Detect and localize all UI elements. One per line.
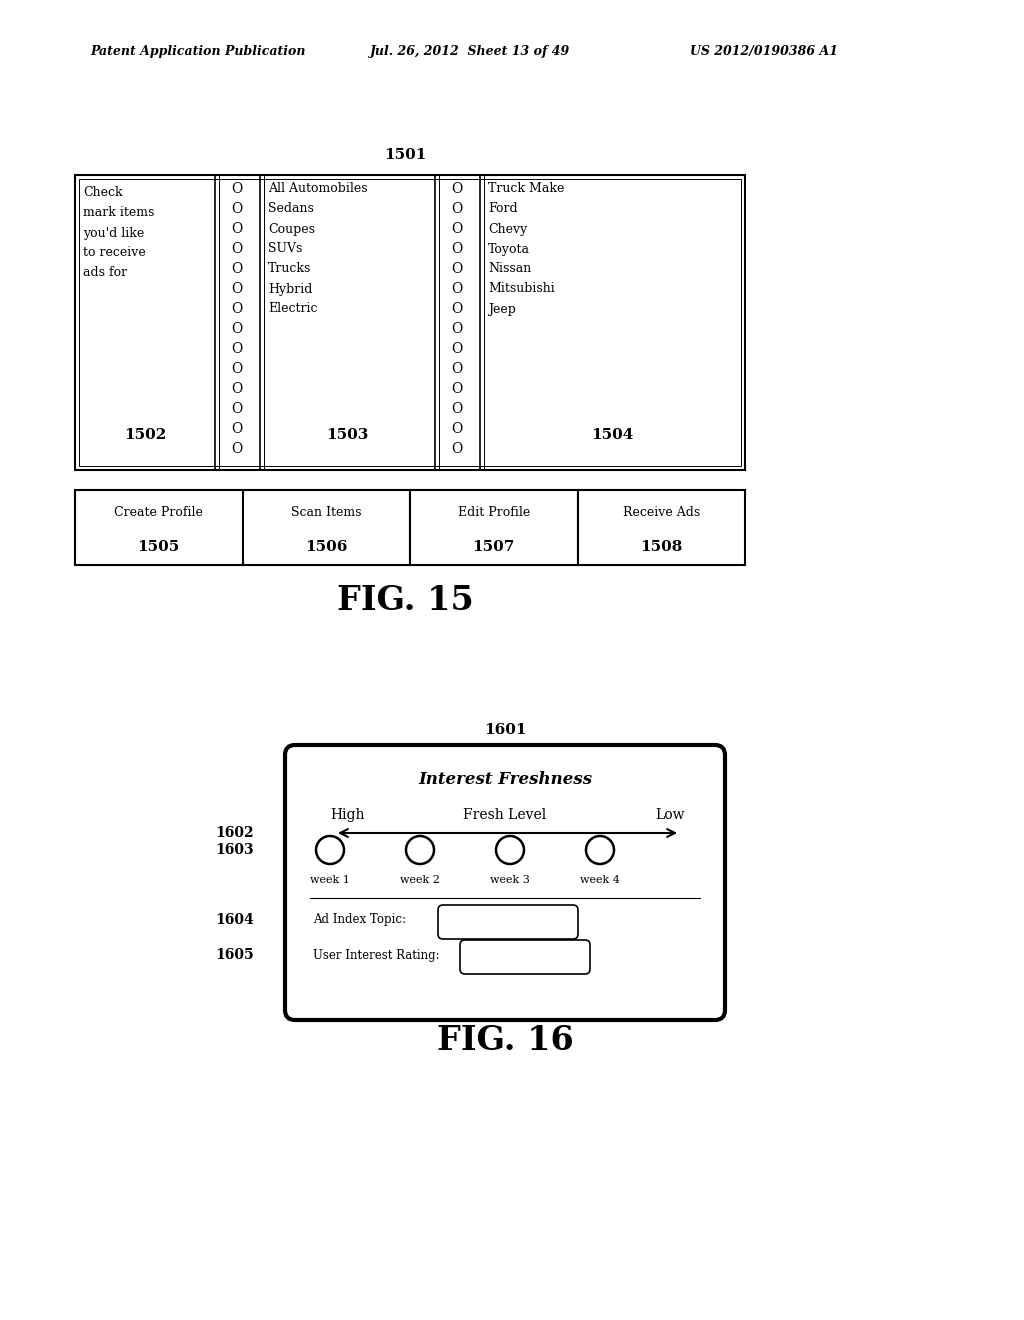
Text: O: O — [452, 342, 463, 356]
Text: 1602: 1602 — [216, 826, 254, 840]
Text: Sedans: Sedans — [268, 202, 314, 215]
Bar — [243, 490, 410, 565]
Text: 1601: 1601 — [483, 723, 526, 737]
Bar — [75, 176, 745, 470]
Text: Chevy: Chevy — [488, 223, 527, 235]
Text: 1603: 1603 — [216, 843, 254, 857]
Text: Mitsubishi: Mitsubishi — [488, 282, 555, 296]
Text: FIG. 15: FIG. 15 — [337, 583, 473, 616]
Text: Low: Low — [655, 808, 685, 822]
Text: US 2012/0190386 A1: US 2012/0190386 A1 — [690, 45, 838, 58]
Text: O: O — [231, 362, 243, 376]
Text: O: O — [231, 182, 243, 195]
Circle shape — [406, 836, 434, 865]
Text: Toyota: Toyota — [488, 243, 530, 256]
Text: 1504: 1504 — [591, 428, 633, 442]
Text: Jul. 26, 2012  Sheet 13 of 49: Jul. 26, 2012 Sheet 13 of 49 — [370, 45, 570, 58]
Text: O: O — [452, 182, 463, 195]
Text: Edit Profile: Edit Profile — [458, 506, 529, 519]
Text: 1506: 1506 — [305, 540, 347, 554]
Text: Nissan: Nissan — [488, 263, 531, 276]
Text: medium high: medium high — [486, 949, 564, 961]
Circle shape — [586, 836, 614, 865]
Text: SUVs: SUVs — [268, 243, 302, 256]
Text: week 1: week 1 — [310, 875, 350, 884]
Text: Truck Make: Truck Make — [488, 182, 564, 195]
Text: O: O — [231, 403, 243, 416]
Text: 1604: 1604 — [216, 913, 254, 927]
Circle shape — [316, 836, 344, 865]
Text: O: O — [452, 422, 463, 436]
Text: O: O — [231, 381, 243, 396]
Bar — [410, 490, 578, 565]
Text: week 3: week 3 — [490, 875, 530, 884]
Text: Ford: Ford — [488, 202, 517, 215]
Text: O: O — [231, 342, 243, 356]
Bar — [75, 490, 243, 565]
Text: O: O — [231, 202, 243, 216]
Text: Coupes: Coupes — [268, 223, 315, 235]
Text: Create Profile: Create Profile — [115, 506, 203, 519]
Bar — [578, 490, 745, 565]
Text: 1605: 1605 — [216, 948, 254, 962]
Text: O: O — [452, 442, 463, 455]
Text: mark items: mark items — [83, 206, 155, 219]
Text: All Automobiles: All Automobiles — [268, 182, 368, 195]
Text: O: O — [452, 242, 463, 256]
Text: running shoes: running shoes — [466, 913, 550, 927]
Text: O: O — [231, 422, 243, 436]
Text: 1502: 1502 — [124, 428, 166, 442]
Text: Check: Check — [83, 186, 123, 199]
Text: Receive Ads: Receive Ads — [623, 506, 699, 519]
Text: O: O — [452, 202, 463, 216]
Text: week 2: week 2 — [400, 875, 440, 884]
Text: O: O — [231, 322, 243, 337]
FancyBboxPatch shape — [438, 906, 578, 939]
Text: to receive: to receive — [83, 247, 145, 260]
Text: O: O — [452, 222, 463, 236]
Text: 1505: 1505 — [137, 540, 180, 554]
Text: Electric: Electric — [268, 302, 317, 315]
Text: ads for: ads for — [83, 267, 127, 280]
Text: 1503: 1503 — [326, 428, 369, 442]
Text: 1508: 1508 — [640, 540, 682, 554]
Circle shape — [496, 836, 524, 865]
Text: O: O — [231, 222, 243, 236]
Text: User Interest Rating:: User Interest Rating: — [313, 949, 439, 961]
Text: 1501: 1501 — [384, 148, 426, 162]
Text: O: O — [231, 442, 243, 455]
Text: Fresh Level: Fresh Level — [464, 808, 547, 822]
Text: O: O — [231, 261, 243, 276]
Text: week 4: week 4 — [580, 875, 620, 884]
Text: O: O — [231, 302, 243, 315]
Text: Trucks: Trucks — [268, 263, 311, 276]
Text: Scan Items: Scan Items — [291, 506, 361, 519]
FancyBboxPatch shape — [285, 744, 725, 1020]
Text: O: O — [452, 261, 463, 276]
Text: O: O — [452, 381, 463, 396]
Text: FIG. 16: FIG. 16 — [436, 1023, 573, 1056]
Text: O: O — [231, 282, 243, 296]
Text: O: O — [452, 282, 463, 296]
Text: O: O — [452, 362, 463, 376]
Bar — [79, 180, 741, 466]
Text: O: O — [452, 302, 463, 315]
Text: High: High — [330, 808, 365, 822]
Text: Interest Freshness: Interest Freshness — [418, 771, 592, 788]
Text: Ad Index Topic:: Ad Index Topic: — [313, 913, 406, 927]
FancyBboxPatch shape — [460, 940, 590, 974]
Text: Hybrid: Hybrid — [268, 282, 312, 296]
Text: 1507: 1507 — [472, 540, 515, 554]
Text: O: O — [231, 242, 243, 256]
Text: you'd like: you'd like — [83, 227, 144, 239]
Text: Jeep: Jeep — [488, 302, 516, 315]
Text: O: O — [452, 322, 463, 337]
Text: O: O — [452, 403, 463, 416]
Text: Patent Application Publication: Patent Application Publication — [90, 45, 305, 58]
